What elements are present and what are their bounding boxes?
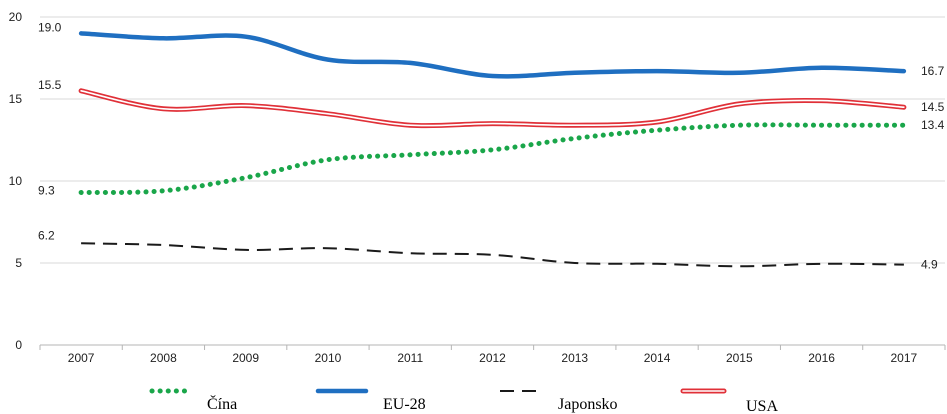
x-axis: 2007 2008 2009 2010 2011 2012 2013 2014 2015 2016… <box>39 345 946 365</box>
data-label-last: 16.7 <box>921 64 945 78</box>
x-tick-label: 2011 <box>397 351 423 365</box>
legend-label: EU-28 <box>383 396 426 413</box>
data-label-last: 14.5 <box>921 100 945 114</box>
data-labels: 9.3 13.4 19.0 16.7 6.2 4.9 15.5 14.5 <box>38 20 945 271</box>
legend-label: Čína <box>207 394 237 413</box>
legend: Čína EU-28 Japonsko USA <box>149 388 778 414</box>
legend-item: USA <box>680 388 778 414</box>
legend-label: USA <box>746 398 778 414</box>
y-tick-label: 15 <box>9 92 23 106</box>
legend-item: EU-28 <box>315 388 426 413</box>
data-label-first: 15.5 <box>38 78 62 92</box>
x-tick-label: 2014 <box>644 351 671 365</box>
x-tick-label: 2008 <box>150 351 177 365</box>
y-tick-label: 10 <box>9 174 23 188</box>
x-tick-label: 2015 <box>726 351 753 365</box>
series-lines <box>78 31 907 268</box>
series-line-3-inner <box>80 90 905 127</box>
x-tick-label: 2007 <box>68 351 95 365</box>
data-label-last: 4.9 <box>921 258 938 272</box>
data-label-last: 13.4 <box>921 118 945 132</box>
data-label-first: 6.2 <box>38 228 55 242</box>
y-axis: 0 5 10 15 20 <box>9 10 23 352</box>
legend-item: Japonsko <box>500 390 618 413</box>
series-line-1 <box>78 31 907 79</box>
data-label-first: 19.0 <box>38 20 62 34</box>
y-tick-label: 5 <box>15 256 22 270</box>
x-tick-label: 2013 <box>561 351 588 365</box>
y-tick-label: 0 <box>15 338 22 352</box>
x-tick-label: 2017 <box>891 351 918 365</box>
legend-item: Čína <box>149 388 237 413</box>
x-tick-label: 2010 <box>315 351 342 365</box>
x-tick-label: 2016 <box>808 351 835 365</box>
x-tick-label: 2009 <box>232 351 259 365</box>
x-tick-label: 2012 <box>479 351 506 365</box>
series-line-0 <box>78 122 907 195</box>
y-tick-label: 20 <box>9 10 23 24</box>
data-label-first: 9.3 <box>38 183 55 197</box>
series-line-2 <box>81 242 904 268</box>
legend-label: Japonsko <box>558 396 618 413</box>
